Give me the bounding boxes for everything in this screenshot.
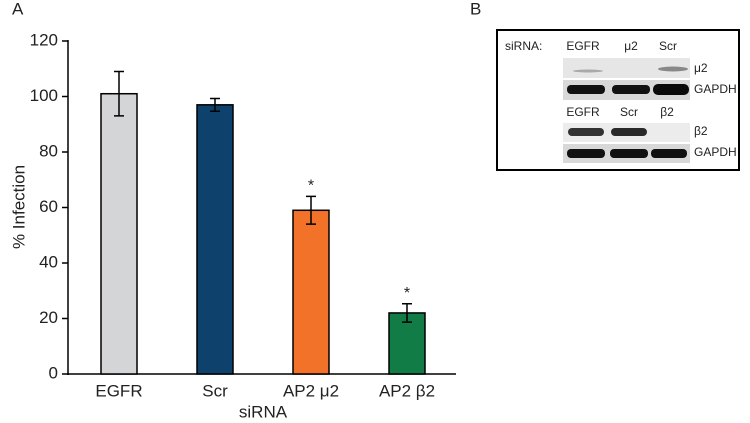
blot-band <box>653 84 689 95</box>
significance-marker: * <box>308 178 314 195</box>
panel-label: B <box>470 0 481 18</box>
significance-marker: * <box>404 285 410 302</box>
bar <box>100 92 138 375</box>
panel-label: A <box>12 0 24 18</box>
y-axis-label: % Infection <box>9 165 28 249</box>
y-tick-label: 100 <box>30 86 58 105</box>
blot-band <box>651 149 687 158</box>
x-tick-label: EGFR <box>95 381 142 400</box>
blot-band <box>658 66 688 72</box>
blot-band <box>612 85 650 94</box>
y-tick-label: 120 <box>30 30 58 49</box>
blot-band <box>567 85 605 94</box>
lane-label: EGFR <box>566 105 600 119</box>
lane-label: β2 <box>660 105 674 119</box>
blot-strip <box>563 58 690 78</box>
blot-band <box>573 69 603 73</box>
y-tick-label: 80 <box>39 141 58 160</box>
blot-row-label: GAPDH <box>694 82 737 96</box>
lane-label: μ2 <box>624 39 638 53</box>
x-tick-label: AP2 μ2 <box>283 381 339 400</box>
error-bar <box>210 97 220 112</box>
x-tick-label: AP2 β2 <box>379 381 435 400</box>
y-tick-label: 0 <box>49 363 58 382</box>
blot-band <box>610 149 648 158</box>
y-tick-label: 60 <box>39 197 58 216</box>
y-tick-label: 40 <box>39 252 58 271</box>
error-bar <box>114 70 124 117</box>
y-tick-label: 20 <box>39 308 58 327</box>
blot-row-label: μ2 <box>694 61 708 75</box>
lane-label: Scr <box>659 39 677 53</box>
bar <box>388 312 426 375</box>
blot-band <box>567 149 605 158</box>
blot-band <box>611 128 647 136</box>
blot-row-label: β2 <box>694 124 708 138</box>
lane-label: Scr <box>620 105 638 119</box>
x-tick-label: Scr <box>202 381 228 400</box>
error-bar <box>402 303 412 323</box>
blot-label: siRNA: <box>505 39 542 53</box>
x-axis-label: siRNA <box>239 402 288 421</box>
lane-label: EGFR <box>566 39 600 53</box>
bar <box>196 104 234 375</box>
bar <box>292 209 330 375</box>
blot-row-label: GAPDH <box>694 145 737 159</box>
blot-band <box>568 128 604 136</box>
error-bar <box>306 195 316 225</box>
